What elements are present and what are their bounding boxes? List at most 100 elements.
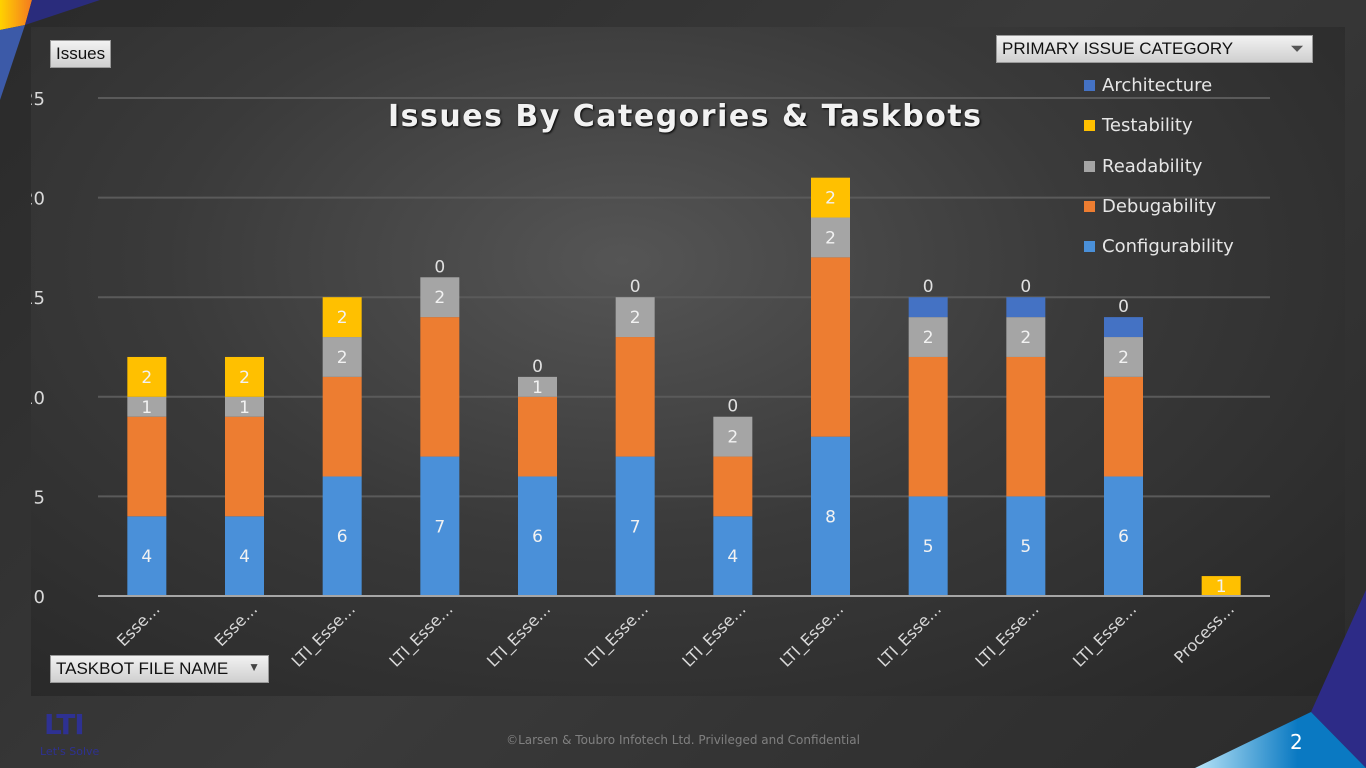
y-tick-label: 10: [31, 388, 45, 409]
bar-segment-testability: [1201, 576, 1241, 596]
data-label-zero: 0: [434, 257, 445, 277]
page-number: 2: [1290, 730, 1303, 754]
legend-item-readability[interactable]: Readability: [1084, 156, 1202, 177]
legend-item-debugability[interactable]: Debugability: [1084, 196, 1216, 217]
legend-item-configurability[interactable]: Configurability: [1084, 236, 1234, 257]
y-tick-label: 5: [34, 487, 45, 508]
bar-segment-debugability: [811, 257, 850, 437]
bar-segment-readability: [420, 277, 460, 318]
bar-segment-configurability: [225, 516, 264, 596]
corner-shape-orange: [0, 0, 32, 30]
footer-copyright: ©Larsen & Toubro Infotech Ltd. Privilege…: [506, 733, 860, 747]
corner-shape-blue: [0, 25, 25, 100]
y-axis-field-button[interactable]: Issues: [50, 40, 112, 68]
data-label-zero: 0: [1020, 277, 1031, 297]
bar-segment-debugability: [615, 337, 655, 457]
bar-segment-readability: [518, 376, 557, 397]
data-label: 2: [1118, 348, 1129, 368]
bar-segment-readability: [615, 297, 655, 338]
bar-segment-configurability: [811, 436, 850, 596]
data-label: 4: [239, 547, 250, 567]
bar-segment-configurability: [713, 516, 753, 596]
data-label: 6: [1118, 527, 1129, 547]
bar-segment-debugability: [127, 416, 167, 517]
data-label-zero: 0: [532, 357, 543, 377]
bar-segment-readability: [322, 337, 362, 377]
data-label: 2: [239, 368, 250, 388]
legend-label: Debugability: [1102, 195, 1217, 217]
legend-item-testability[interactable]: Testability: [1084, 115, 1193, 136]
bar-segment-testability: [811, 177, 850, 218]
data-label: 8: [825, 507, 836, 527]
bar-segment-debugability: [908, 356, 948, 497]
data-label: 2: [141, 368, 152, 388]
y-tick-label: 20: [31, 189, 45, 210]
data-label: 6: [337, 527, 348, 547]
bar-segment-readability: [713, 416, 753, 457]
data-label: 5: [923, 537, 934, 557]
bar-segment-architecture: [908, 297, 948, 318]
data-label: 1: [1216, 577, 1227, 597]
bar-segment-testability: [127, 356, 167, 397]
bar-segment-configurability: [518, 476, 557, 596]
legend-swatch: [1084, 200, 1095, 212]
legend-swatch: [1084, 120, 1095, 132]
legend-title: PRIMARY ISSUE CATEGORY: [1002, 39, 1234, 58]
bar-segment-configurability: [127, 516, 167, 596]
y-tick-label: 0: [34, 587, 45, 608]
data-label: 2: [630, 308, 641, 328]
legend-label: Configurability: [1102, 236, 1234, 258]
x-axis-field-label: TASKBOT FILE NAME: [56, 659, 229, 678]
bar-segment-readability: [127, 396, 167, 417]
bar-segment-configurability: [420, 456, 460, 596]
data-label: 4: [727, 547, 738, 567]
legend-swatch: [1084, 241, 1095, 253]
bar-segment-debugability: [518, 396, 557, 477]
corner-shape-navy: [25, 0, 100, 25]
data-label: 7: [630, 517, 641, 537]
legend-label: Readability: [1102, 155, 1203, 177]
data-label: 2: [337, 348, 348, 368]
data-label: 2: [923, 328, 934, 348]
x-axis-field-button[interactable]: TASKBOT FILE NAME ▼: [50, 655, 269, 683]
bar-segment-debugability: [420, 317, 460, 457]
legend-swatch: [1084, 80, 1095, 91]
corner-shape-cyan-br: [1195, 712, 1366, 768]
legend-label: Testability: [1102, 115, 1193, 137]
logo-tagline: Let's Solve: [40, 745, 100, 758]
legend-item-architecture[interactable]: Architecture: [1084, 75, 1212, 96]
data-label: 2: [825, 228, 836, 248]
bar-segment-configurability: [322, 476, 362, 596]
lti-logo: LTI: [44, 708, 85, 741]
bar-segment-readability: [908, 317, 948, 357]
bar-segment-readability: [811, 217, 850, 258]
data-label-zero: 0: [630, 277, 641, 297]
data-label: 2: [1020, 328, 1031, 348]
data-label: 2: [825, 189, 836, 209]
bar-segment-readability: [225, 396, 264, 417]
data-label-zero: 0: [923, 277, 934, 297]
bar-segment-configurability: [1104, 476, 1143, 596]
data-label: 2: [727, 428, 738, 448]
bar-segment-architecture: [1006, 297, 1046, 318]
data-label: 1: [532, 378, 543, 398]
bar-segment-readability: [1006, 317, 1046, 357]
bar-segment-debugability: [1006, 356, 1046, 497]
data-label: 2: [337, 308, 348, 328]
bar-segment-architecture: [1104, 317, 1143, 338]
data-label-zero: 0: [1118, 297, 1129, 317]
legend-filter-button[interactable]: PRIMARY ISSUE CATEGORY ⏷: [996, 35, 1313, 63]
chart-svg: 0510152025412Esse…412Esse…622LTI_Esse…72…: [31, 89, 1270, 671]
chevron-down-icon: ▼: [248, 660, 260, 674]
data-label: 6: [532, 527, 543, 547]
filter-icon: ⏷: [1290, 39, 1304, 58]
bar-segment-debugability: [322, 376, 362, 477]
y-tick-label: 15: [31, 288, 45, 309]
legend-swatch: [1084, 160, 1095, 172]
data-label: 1: [239, 398, 250, 418]
bar-segment-configurability: [615, 456, 655, 596]
bar-segment-readability: [1104, 337, 1143, 377]
bar-segment-debugability: [225, 416, 264, 517]
bar-segment-testability: [322, 297, 362, 338]
